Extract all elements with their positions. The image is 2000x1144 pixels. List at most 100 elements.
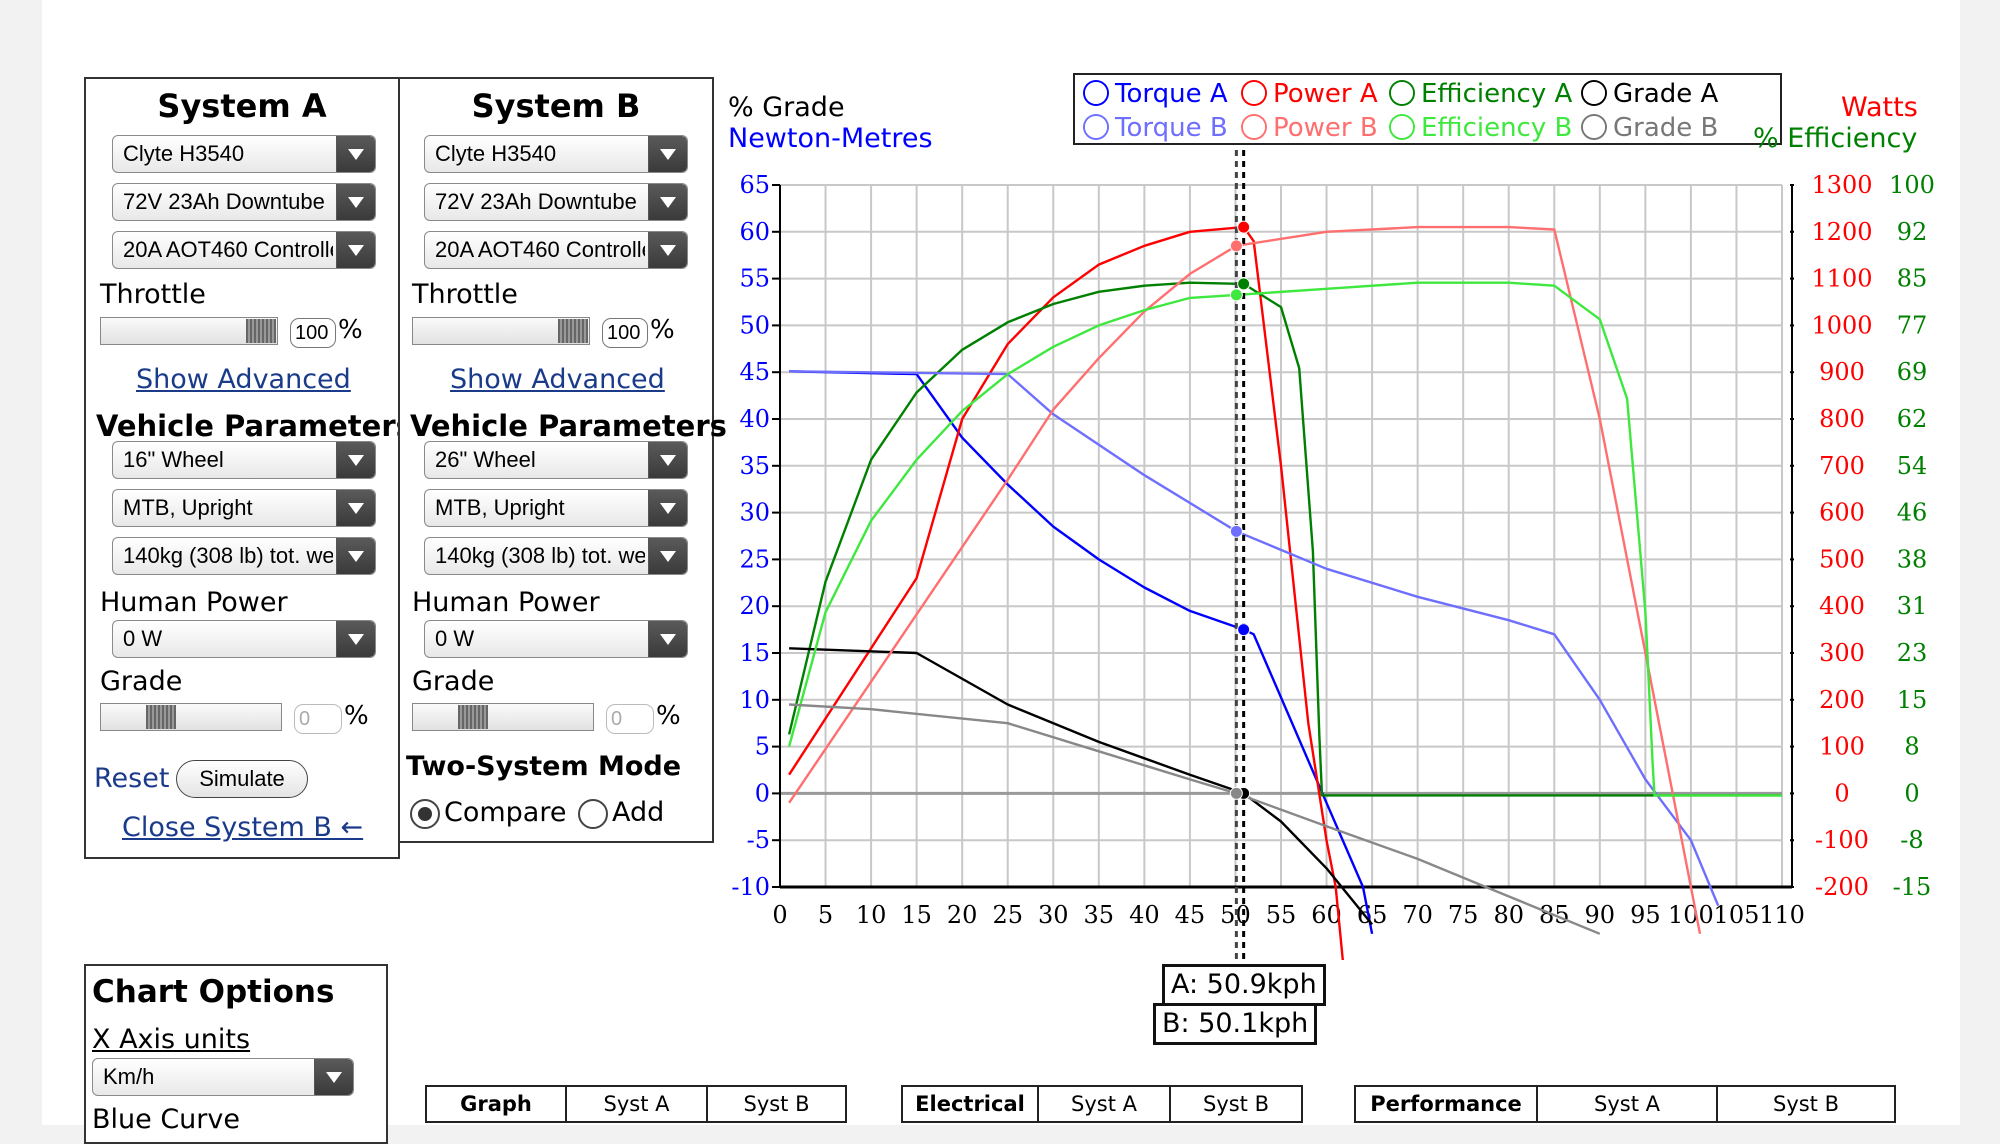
system-b-weight-select[interactable]: 140kg (308 lb) tot. weight bbox=[424, 537, 688, 575]
system-a-vehicle-params-heading: Vehicle Parameters bbox=[96, 409, 413, 443]
y-left-tick-label: -10 bbox=[731, 873, 770, 901]
y-eff-tick-label: 46 bbox=[1897, 499, 1928, 527]
system-b-motor-select[interactable]: Clyte H3540 bbox=[424, 135, 688, 173]
y-eff-tick-label: 85 bbox=[1897, 265, 1928, 293]
system-b-throttle-input[interactable]: 100 bbox=[602, 318, 648, 348]
chevron-down-icon bbox=[336, 538, 375, 574]
system-a-throttle-input[interactable]: 100 bbox=[290, 318, 336, 348]
system-a-grade-input[interactable]: 0 bbox=[294, 704, 342, 734]
system-b-grade-input[interactable]: 0 bbox=[606, 704, 654, 734]
system-a-title: System A bbox=[157, 87, 327, 125]
y-left-tick-label: 60 bbox=[739, 218, 770, 246]
system-a-motor-value: Clyte H3540 bbox=[123, 141, 245, 166]
system-a-frame-value: MTB, Upright bbox=[123, 495, 253, 520]
legend-torque-b[interactable]: Torque B bbox=[1085, 113, 1228, 143]
chevron-down-icon bbox=[648, 490, 687, 526]
performance-table-title: Performance bbox=[1356, 1087, 1538, 1121]
percent-sign: % bbox=[650, 315, 675, 345]
slider-thumb[interactable] bbox=[558, 319, 588, 343]
slider-thumb[interactable] bbox=[246, 319, 276, 343]
x-axis-units-value: Km/h bbox=[103, 1064, 155, 1089]
system-b-grade-slider[interactable] bbox=[412, 703, 594, 731]
electrical-table-col-a: Syst A bbox=[1039, 1087, 1171, 1121]
y-power-tick-label: -200 bbox=[1815, 873, 1869, 901]
y-power-tick-label: 1000 bbox=[1811, 311, 1872, 339]
legend-grade-b[interactable]: Grade B bbox=[1583, 113, 1718, 143]
system-a-weight-select[interactable]: 140kg (308 lb) tot. weight bbox=[112, 537, 376, 575]
add-label[interactable]: Add bbox=[612, 797, 665, 828]
system-a-grade-slider[interactable] bbox=[100, 703, 282, 731]
y-left-tick-label: 50 bbox=[739, 311, 770, 339]
system-a-motor-select[interactable]: Clyte H3540 bbox=[112, 135, 376, 173]
system-b-throttle-label: Throttle bbox=[412, 279, 518, 310]
y-power-tick-label: 900 bbox=[1819, 358, 1865, 386]
x-tick-label: 60 bbox=[1311, 901, 1342, 929]
x-tick-label: 100 bbox=[1668, 901, 1714, 929]
y-eff-tick-label: 0 bbox=[1904, 779, 1919, 807]
two-system-mode-heading: Two-System Mode bbox=[406, 751, 682, 782]
performance-table-col-a: Syst A bbox=[1538, 1087, 1718, 1121]
y-power-tick-label: 0 bbox=[1834, 779, 1849, 807]
x-axis-units-link[interactable]: X Axis units bbox=[92, 1024, 251, 1055]
simulate-button[interactable]: Simulate bbox=[176, 760, 308, 798]
add-radio[interactable] bbox=[578, 799, 608, 829]
y-eff-tick-label: 38 bbox=[1897, 545, 1928, 573]
x-axis-units-select[interactable]: Km/h bbox=[92, 1058, 354, 1096]
compare-radio[interactable] bbox=[410, 799, 440, 829]
y-eff-tick-label: -8 bbox=[1900, 826, 1923, 854]
chevron-down-icon bbox=[648, 184, 687, 220]
legend-torque-a[interactable]: Torque A bbox=[1085, 79, 1228, 109]
system-b-wheel-value: 26" Wheel bbox=[435, 447, 536, 472]
legend-efficiency-b[interactable]: Efficiency B bbox=[1391, 113, 1572, 143]
legend-dot-icon bbox=[1243, 81, 1265, 104]
legend-label: Torque B bbox=[1115, 113, 1228, 143]
close-system-b-link[interactable]: Close System B ← bbox=[122, 812, 364, 843]
graph-table-header: Graph Syst A Syst B bbox=[425, 1085, 847, 1123]
system-b-controller-select[interactable]: 20A AOT460 Controller bbox=[424, 231, 688, 269]
x-tick-label: 80 bbox=[1493, 901, 1524, 929]
system-b-frame-value: MTB, Upright bbox=[435, 495, 565, 520]
legend-power-b[interactable]: Power B bbox=[1243, 113, 1378, 143]
system-b-battery-select[interactable]: 72V 23Ah Downtube bbox=[424, 183, 688, 221]
system-a-show-advanced-link[interactable]: Show Advanced bbox=[136, 364, 351, 395]
system-a-human-power-select[interactable]: 0 W bbox=[112, 620, 376, 658]
system-b-show-advanced-link[interactable]: Show Advanced bbox=[450, 364, 665, 395]
system-b-throttle-slider[interactable] bbox=[412, 317, 590, 345]
y-eff-tick-label: 15 bbox=[1897, 686, 1928, 714]
legend-efficiency-a[interactable]: Efficiency A bbox=[1391, 79, 1572, 109]
compare-label[interactable]: Compare bbox=[444, 797, 567, 828]
system-b-wheel-select[interactable]: 26" Wheel bbox=[424, 441, 688, 479]
x-tick-label: 90 bbox=[1585, 901, 1616, 929]
y-eff-tick-label: 92 bbox=[1897, 218, 1928, 246]
y-left-tick-label: 0 bbox=[755, 779, 770, 807]
legend-grade-a[interactable]: Grade A bbox=[1583, 79, 1718, 109]
system-b-weight-value: 140kg (308 lb) tot. weight bbox=[435, 543, 645, 568]
system-a-controller-select[interactable]: 20A AOT460 Controller bbox=[112, 231, 376, 269]
system-b-frame-select[interactable]: MTB, Upright bbox=[424, 489, 688, 527]
slider-thumb[interactable] bbox=[146, 705, 177, 729]
system-a-wheel-select[interactable]: 16" Wheel bbox=[112, 441, 376, 479]
system-a-panel: System A Clyte H3540 72V 23Ah Downtube 2… bbox=[84, 77, 413, 859]
reset-link[interactable]: Reset bbox=[94, 763, 170, 794]
system-a-weight-value: 140kg (308 lb) tot. weight bbox=[123, 543, 333, 568]
system-a-frame-select[interactable]: MTB, Upright bbox=[112, 489, 376, 527]
legend-power-a[interactable]: Power A bbox=[1243, 79, 1378, 109]
legend-label: Power A bbox=[1273, 79, 1378, 109]
x-tick-label: 105 bbox=[1714, 901, 1760, 929]
y-power-tick-label: 100 bbox=[1819, 733, 1865, 761]
slider-thumb[interactable] bbox=[458, 705, 489, 729]
electrical-table-title: Electrical bbox=[903, 1087, 1039, 1121]
y-left-tick-label: 40 bbox=[739, 405, 770, 433]
x-tick-label: 70 bbox=[1402, 901, 1433, 929]
system-b-controller-value: 20A AOT460 Controller bbox=[435, 237, 645, 262]
system-b-human-power-select[interactable]: 0 W bbox=[424, 620, 688, 658]
x-tick-label: 55 bbox=[1266, 901, 1297, 929]
legend-dot-icon bbox=[1243, 115, 1265, 138]
chevron-down-icon bbox=[648, 538, 687, 574]
system-a-throttle-slider[interactable] bbox=[100, 317, 278, 345]
y-power-tick-label: 400 bbox=[1819, 592, 1865, 620]
legend-label: Efficiency B bbox=[1421, 113, 1573, 143]
cursor-marker-torque-a bbox=[1237, 623, 1251, 637]
system-b-motor-value: Clyte H3540 bbox=[435, 141, 557, 166]
system-a-battery-select[interactable]: 72V 23Ah Downtube bbox=[112, 183, 376, 221]
